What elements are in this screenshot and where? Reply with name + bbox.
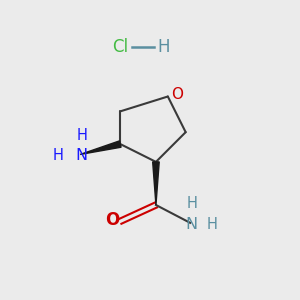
Text: H: H	[157, 38, 170, 56]
Text: O: O	[171, 87, 183, 102]
Polygon shape	[80, 141, 121, 154]
Text: Cl: Cl	[112, 38, 128, 56]
Text: H: H	[76, 128, 87, 142]
Text: N: N	[76, 148, 88, 164]
Polygon shape	[153, 162, 159, 205]
Text: H: H	[186, 196, 197, 211]
Text: H: H	[207, 217, 218, 232]
Text: N: N	[185, 217, 198, 232]
Text: H: H	[52, 148, 63, 164]
Text: O: O	[105, 211, 119, 229]
